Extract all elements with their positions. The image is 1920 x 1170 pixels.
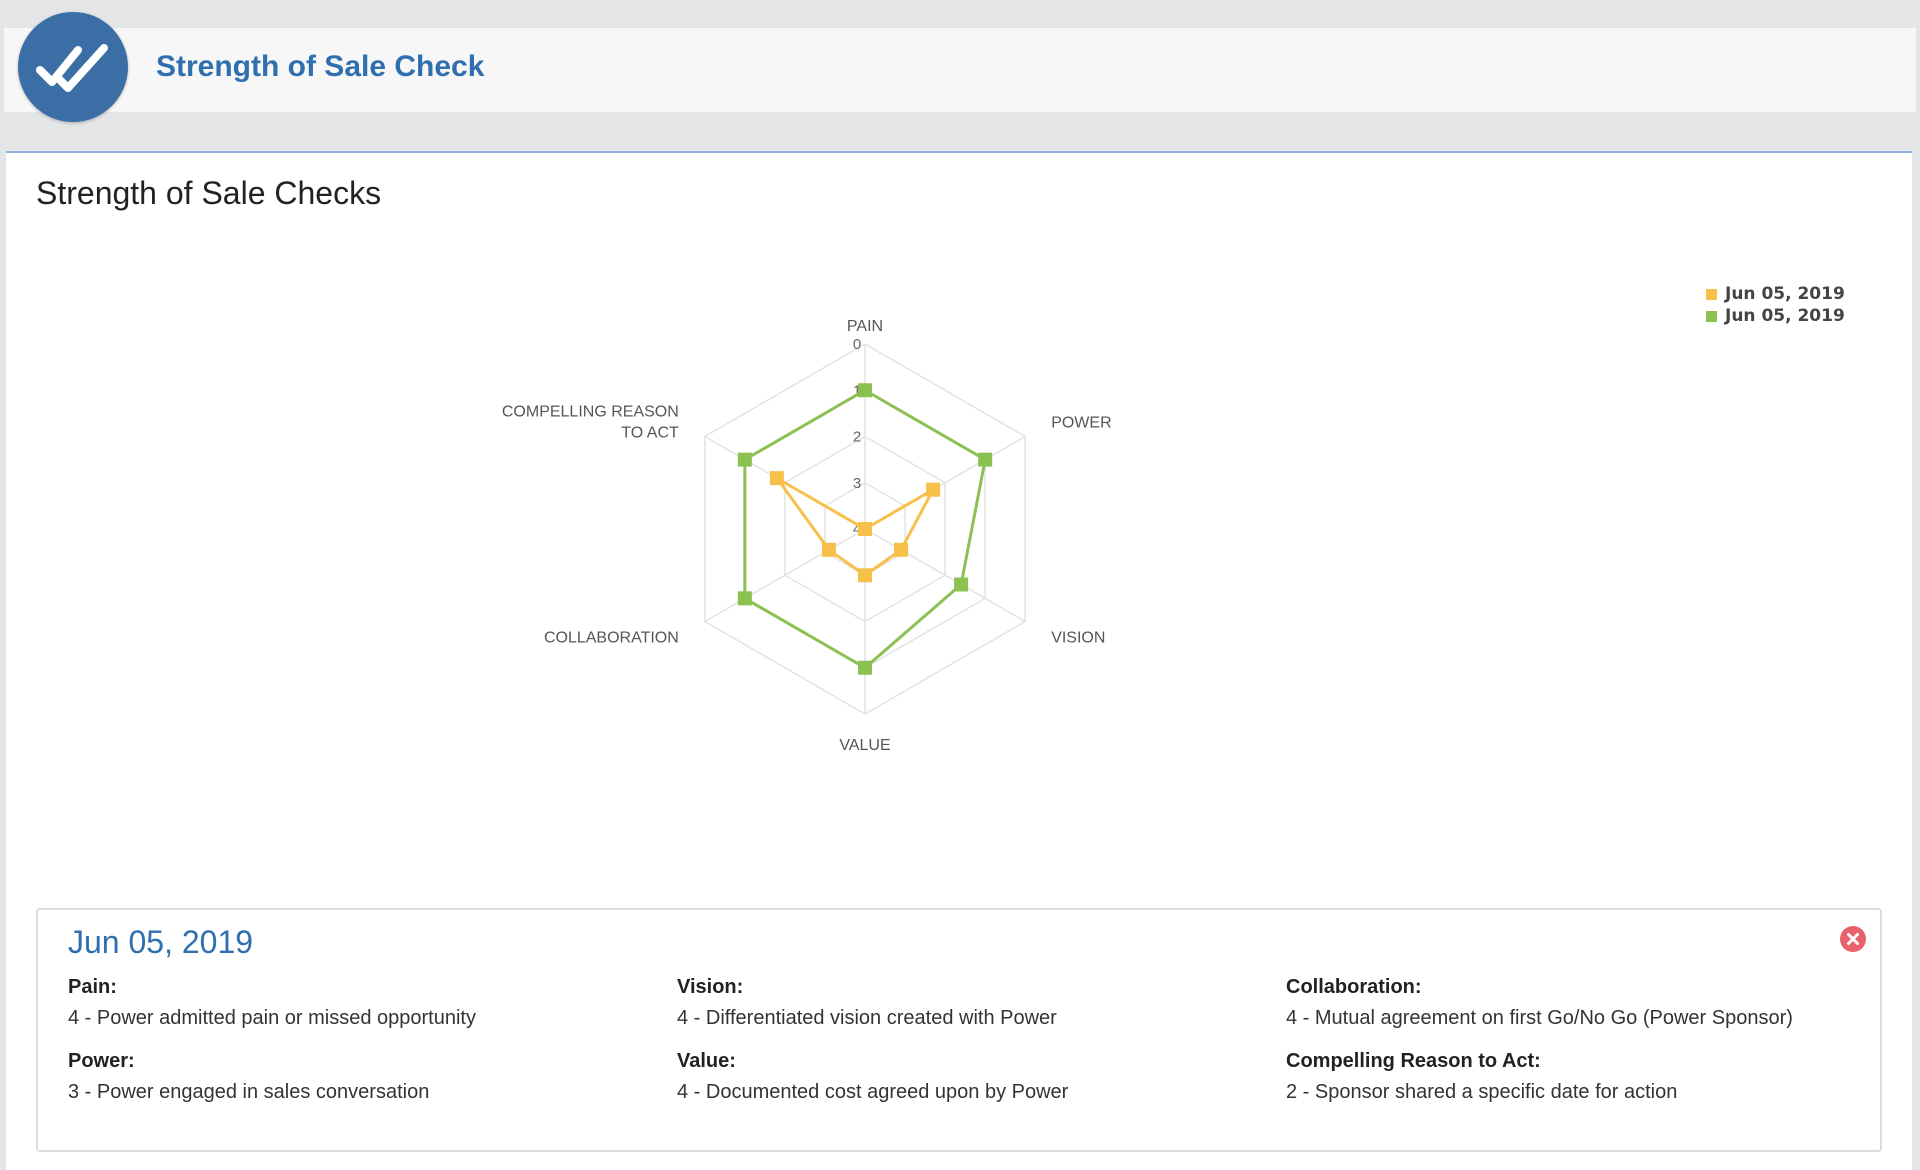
field-value: 4 - Power admitted pain or missed opport… — [68, 1007, 476, 1029]
card-title: Strength of Sale Checks — [36, 175, 382, 211]
radar-tick-label: 0 — [853, 336, 861, 353]
field-value: 4 - Documented cost agreed upon by Power — [677, 1081, 1069, 1103]
field-label: Vision: — [677, 976, 744, 998]
app-title: Strength of Sale Check — [156, 50, 485, 83]
radar-point-series-1 — [894, 542, 909, 557]
radar-tick-label: 1 — [853, 382, 861, 399]
field-value: 4 - Mutual agreement on first Go/No Go (… — [1286, 1007, 1793, 1029]
field-pain: Pain: 4 - Power admitted pain or missed … — [68, 976, 628, 1030]
double-check-icon — [18, 12, 128, 122]
radar-axis-label: POWER — [1051, 415, 1111, 432]
field-label: Power: — [68, 1050, 135, 1072]
legend-swatch-series-1 — [1706, 288, 1717, 300]
field-label: Collaboration: — [1286, 976, 1422, 998]
radar-tick-label: 3 — [853, 475, 861, 492]
legend-swatch-series-2 — [1706, 310, 1717, 322]
radar-axis-label: COLLABORATION — [544, 630, 679, 647]
radar-axis-label: PAIN — [847, 318, 883, 335]
radar-spoke — [704, 528, 866, 623]
radar-point-series-2 — [858, 660, 872, 675]
details-date: Jun 05, 2019 — [68, 924, 254, 960]
radar-axis-label: VISION — [1051, 630, 1105, 647]
radar-point-series-1 — [858, 568, 872, 583]
strength-of-sale-card: Strength of Sale Checks 0 1 2 3 4 PAIN POWER VI… — [6, 151, 1912, 1170]
legend-label-series-1: Jun 05, 2019 — [1725, 284, 1845, 304]
radar-point-series-2 — [978, 452, 993, 467]
field-vision: Vision: 4 - Differentiated vision create… — [677, 976, 1237, 1030]
field-value: 4 - Differentiated vision created with P… — [677, 1007, 1057, 1029]
field-value: 3 - Power engaged in sales conversation — [68, 1081, 430, 1103]
app-header — [4, 28, 1916, 112]
radar-tick-label: 2 — [853, 429, 861, 446]
legend-item-series-1[interactable]: Jun 05, 2019 — [1706, 283, 1845, 305]
radar-point-series-2 — [737, 591, 752, 606]
field-label: Compelling Reason to Act: — [1286, 1050, 1541, 1072]
field-compelling-reason: Compelling Reason to Act: 2 - Sponsor sh… — [1286, 1050, 1846, 1104]
field-value-metric: Value: 4 - Documented cost agreed upon b… — [677, 1050, 1237, 1104]
field-collaboration: Collaboration: 4 - Mutual agreement on f… — [1286, 976, 1846, 1030]
radar-point-series-1 — [821, 542, 836, 557]
radar-tick-label: 4 — [853, 521, 861, 538]
radar-point-series-1 — [769, 471, 784, 486]
legend-label-series-2: Jun 05, 2019 — [1725, 306, 1845, 326]
radar-chart: 0 1 2 3 4 PAIN POWER VISION VALUE COLLABORATION CO… — [502, 318, 1112, 754]
radar-axis-label: COMPELLING REASON TO ACT — [502, 404, 679, 442]
legend-item-series-2[interactable]: Jun 05, 2019 — [1706, 305, 1845, 327]
field-label: Value: — [677, 1050, 736, 1072]
chart-legend: Jun 05, 2019 Jun 05, 2019 — [1706, 283, 1845, 327]
field-power: Power: 3 - Power engaged in sales conver… — [68, 1050, 628, 1104]
radar-axis-label: VALUE — [839, 737, 890, 754]
radar-point-series-2 — [858, 383, 872, 398]
radar-point-series-2 — [737, 452, 752, 467]
radar-point-series-1 — [926, 482, 941, 497]
radar-point-series-1 — [858, 522, 872, 536]
radar-spoke — [864, 528, 1026, 623]
field-value: 2 - Sponsor shared a specific date for a… — [1286, 1081, 1678, 1103]
close-icon[interactable] — [1840, 926, 1866, 952]
field-label: Pain: — [68, 976, 117, 998]
details-panel: Jun 05, 2019 Pain: 4 - Power admitted pa… — [36, 908, 1882, 1152]
radar-point-series-2 — [954, 577, 969, 592]
